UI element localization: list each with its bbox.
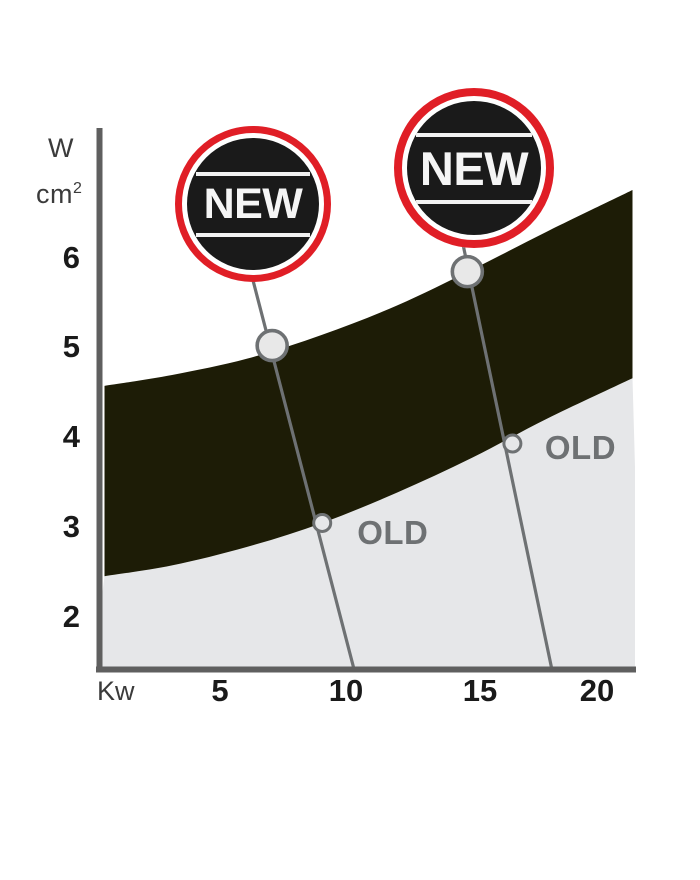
new-band-area (104, 190, 633, 577)
y-axis-unit-numerator: W (48, 133, 74, 163)
old-region-area (97, 378, 635, 672)
x-axis-unit-label: Kw (97, 676, 135, 706)
y-tick-label-2: 2 (62, 599, 80, 634)
new-badge-large-rule-top (416, 132, 532, 137)
y-tick-label-3: 3 (62, 509, 80, 544)
x-tick-label-5: 5 (211, 673, 229, 708)
new-point-1-marker[interactable] (255, 328, 289, 363)
y-tick-label-4: 4 (62, 419, 80, 454)
x-tick-label-15: 15 (462, 673, 498, 708)
x-tick-label-10: 10 (328, 673, 364, 708)
x-tick-label-20: 20 (579, 673, 615, 708)
old-point-2-marker[interactable] (502, 433, 523, 454)
new-badge-small-rule-top (196, 171, 310, 176)
data-point-markers-group (255, 254, 523, 533)
new-badge-small-rule-bottom (196, 232, 310, 237)
y-axis-unit-exponent: 2 (73, 180, 83, 197)
old-point-1-marker[interactable] (312, 512, 333, 533)
y-tick-label-6: 6 (62, 240, 80, 275)
y-tick-label-5: 5 (62, 329, 80, 364)
new-badge-small-text: NEW (203, 179, 303, 228)
new-badge-small-disc: NEW (187, 138, 319, 270)
new-badge-large-rule-bottom (416, 199, 532, 204)
old-annotation-1: OLD (357, 514, 429, 551)
new-badge-large-ring (394, 88, 554, 248)
new-badge-small-ring (175, 126, 331, 282)
y-axis-unit-denominator: cm2 (36, 180, 82, 208)
new-badge-large: NEW (394, 88, 554, 248)
new-badge-large-disc: NEW (407, 101, 541, 235)
new-badge-large-text: NEW (419, 141, 529, 195)
new-badge-small: NEW (175, 126, 331, 282)
new-point-2-marker[interactable] (450, 254, 485, 289)
y-axis-unit-denominator-text: cm (36, 179, 73, 209)
old-annotation-2: OLD (544, 429, 617, 467)
